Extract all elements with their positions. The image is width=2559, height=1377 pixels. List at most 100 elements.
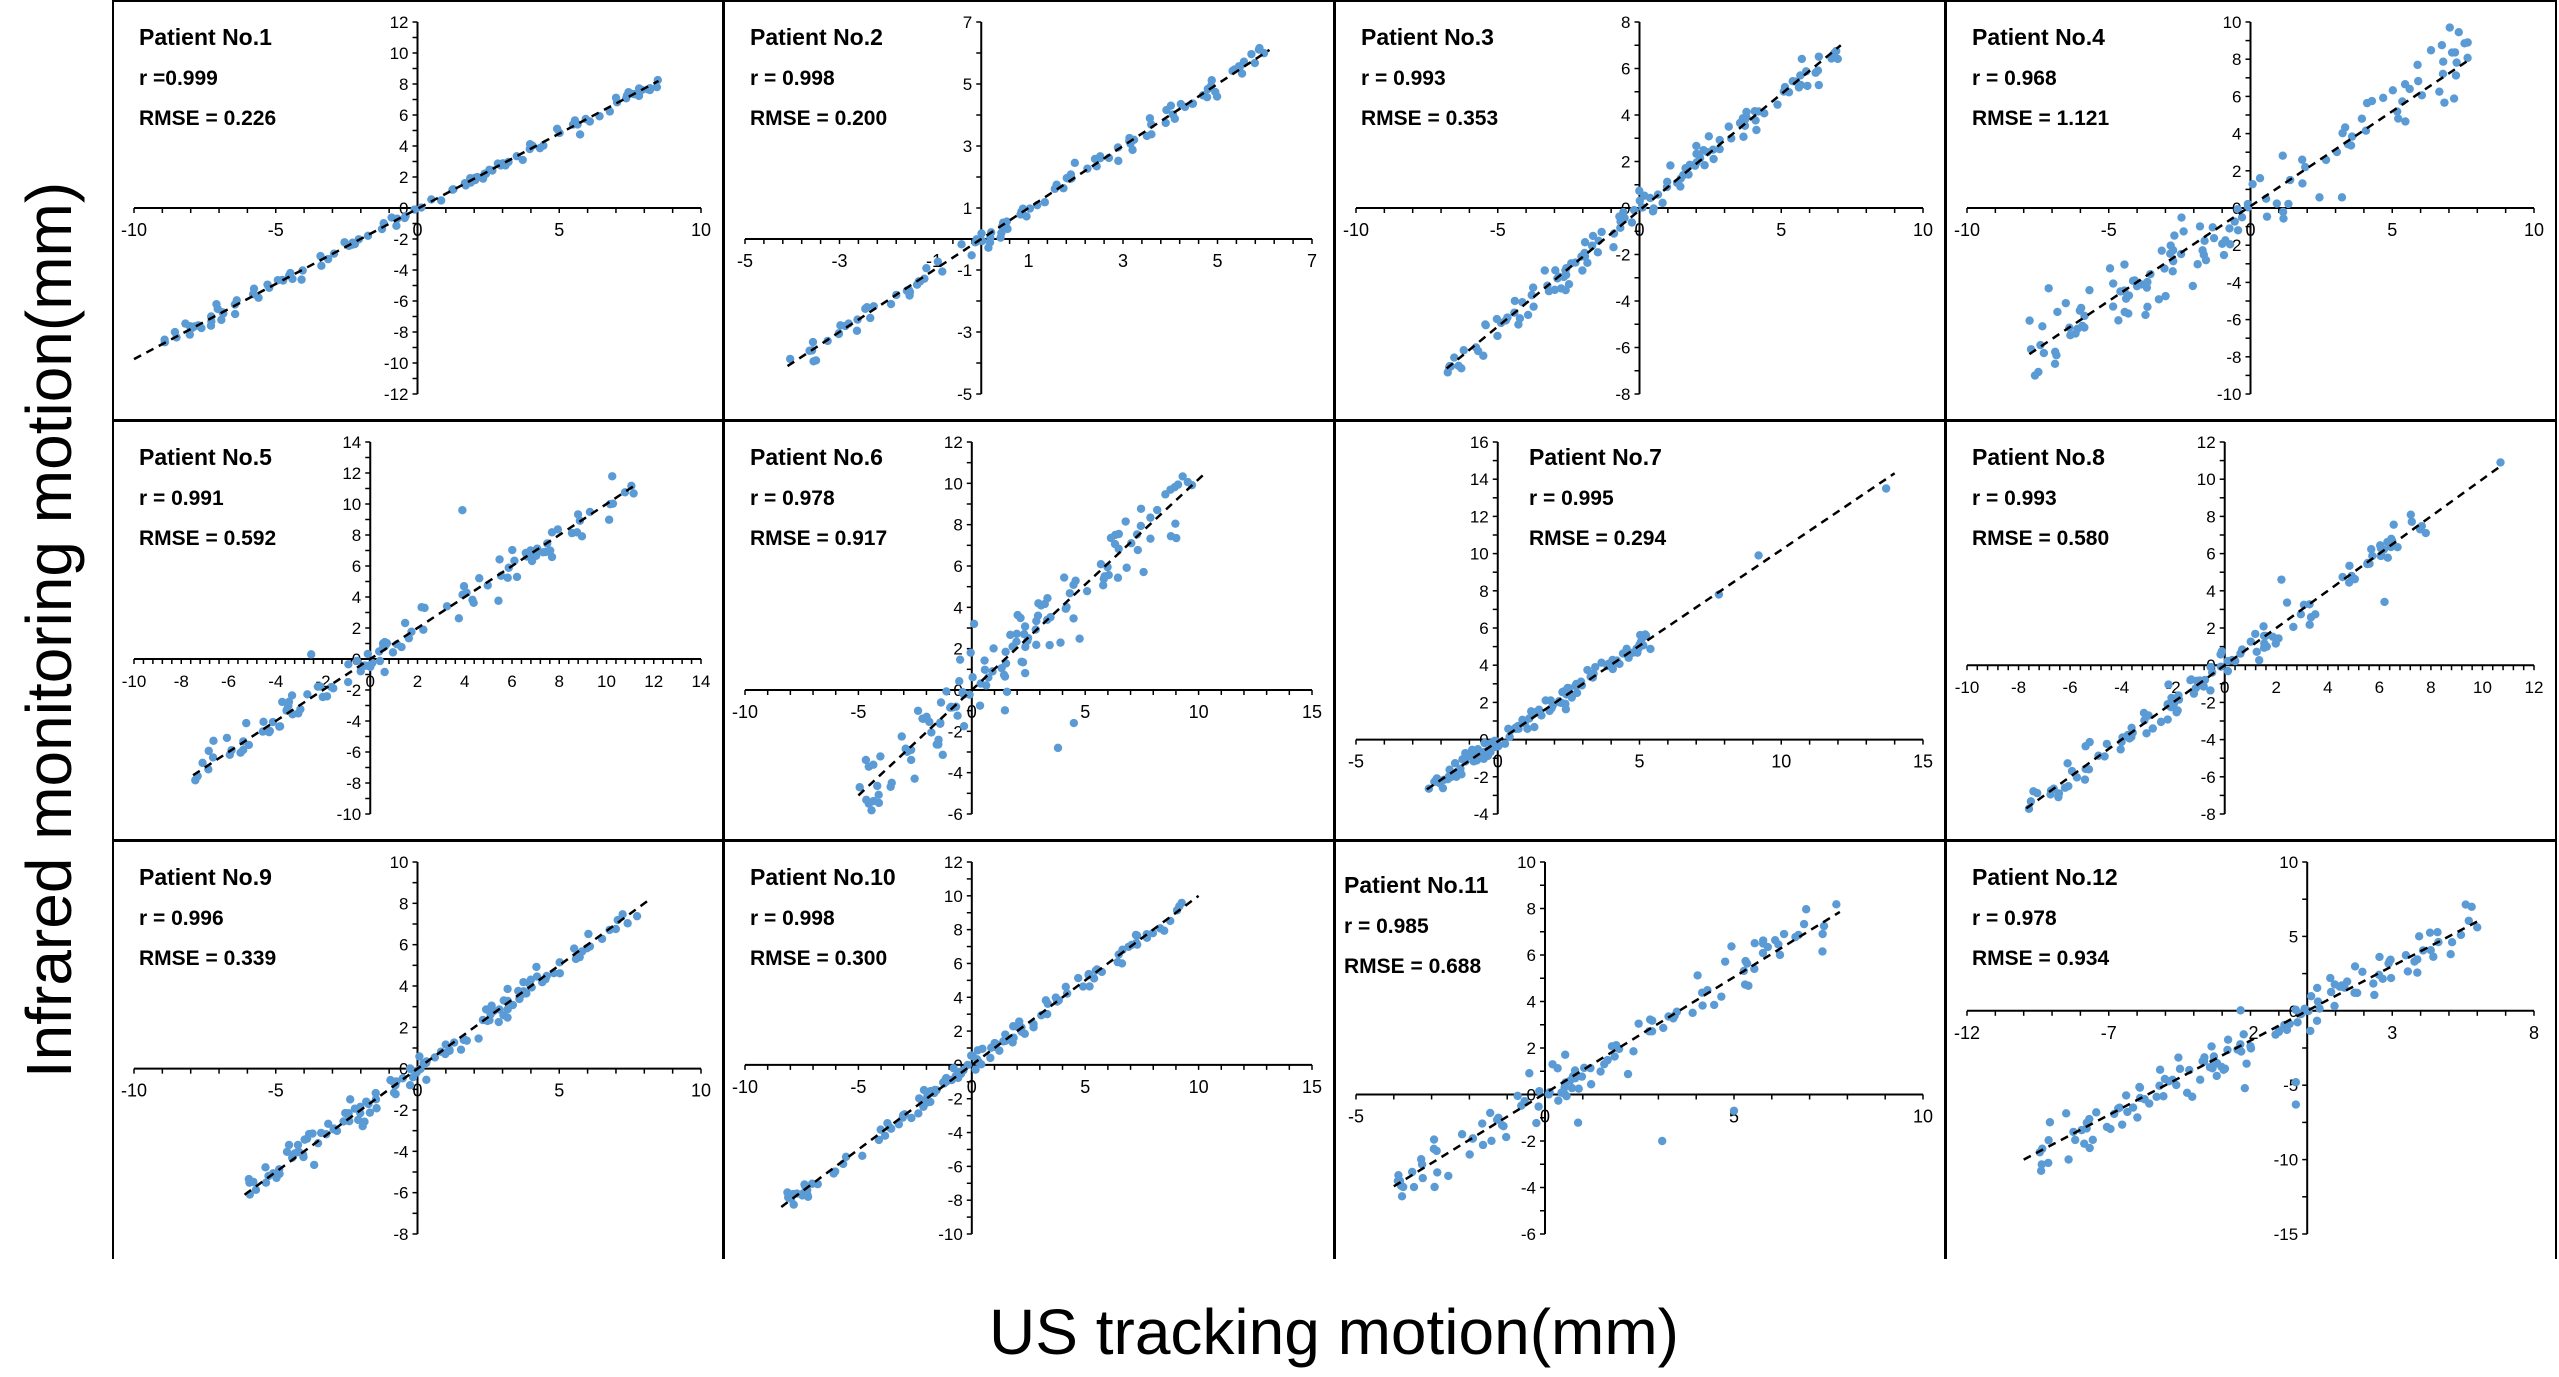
y-tick-label: -8 [393,1225,408,1244]
data-point [2284,199,2293,209]
data-point [2410,957,2419,966]
data-point [938,267,947,276]
panel-title: Patient No.10 [750,864,896,890]
data-point [914,1109,923,1118]
data-point [2219,1065,2228,1074]
data-point [577,947,587,956]
data-point [2223,656,2232,666]
data-point [1178,472,1187,481]
data-point [1416,1155,1426,1164]
x-tick-label: 7 [1307,251,1317,271]
data-point [935,719,945,729]
data-point [2248,179,2257,189]
data-point [2274,1026,2284,1035]
y-tick-label: 10 [944,887,963,906]
data-point [984,243,993,252]
data-point [1571,681,1580,691]
rmse-label: RMSE = 0.226 [139,107,276,130]
data-point [388,648,398,657]
data-point [2039,348,2049,358]
data-point [2193,260,2202,269]
data-point [2405,84,2414,94]
data-point [2223,666,2233,676]
data-point [1136,521,1146,531]
data-point [2347,132,2357,141]
data-point [811,356,821,365]
data-point [1770,935,1780,945]
data-point [573,510,583,519]
data-point [345,1095,355,1104]
data-point [1207,76,1216,85]
data-point [910,774,919,783]
panel-title: Patient No.4 [1972,24,2105,50]
data-point [519,977,528,987]
data-point [525,139,535,149]
x-tick-label: -10 [732,702,758,722]
data-point [886,299,896,309]
y-tick-label: -10 [2217,385,2242,404]
data-point [2029,787,2038,796]
data-point [1159,926,1169,935]
panel-title: Patient No.8 [1972,444,2105,470]
data-point [1247,49,1256,59]
data-point [392,221,401,230]
data-point [2075,306,2085,315]
data-point [1530,722,1539,732]
data-point [2447,938,2457,947]
data-point [1597,658,1606,667]
data-point [2350,962,2360,971]
correlation-label: r = 0.991 [139,487,224,510]
data-point [2259,622,2268,631]
data-point [2386,955,2395,964]
y-tick-label: -4 [346,712,361,731]
data-point [1742,107,1751,117]
fit-line [1426,472,1896,791]
data-point [1000,706,1010,715]
data-point [1065,589,1075,598]
data-point [2357,114,2367,123]
x-tick-label: -10 [121,220,147,240]
data-point [980,665,990,674]
data-point [442,602,452,611]
data-point [623,919,632,928]
y-tick-label: -8 [2201,805,2216,824]
data-point [2044,1158,2053,1168]
data-point [1720,957,1730,966]
y-tick-label: 12 [390,13,409,32]
data-point [2182,1088,2192,1097]
data-point [1478,1119,1487,1128]
data-point [1418,1173,1427,1183]
y-tick-label: 2 [1621,153,1630,172]
x-tick-label: -5 [737,251,753,271]
data-point [1029,1023,1038,1032]
data-point [1117,959,1127,968]
data-point [2143,302,2152,312]
data-point [1550,285,1559,295]
panel-title: Patient No.9 [139,864,272,890]
data-point [2188,281,2198,291]
data-point [339,1117,348,1126]
data-point [1040,599,1049,609]
data-point [867,806,876,815]
data-point [362,1097,371,1106]
data-point [861,755,871,765]
data-point [907,1113,916,1123]
data-point [1620,213,1629,223]
y-tick-label: 4 [2232,125,2241,144]
data-point [874,790,883,800]
data-point [785,354,795,364]
y-tick-label: 6 [399,106,408,125]
y-tick-label: 0 [953,681,962,700]
data-point [1432,1146,1441,1156]
data-point [400,213,409,223]
data-point [2279,214,2288,223]
data-point [1657,1136,1667,1146]
data-point [322,692,332,701]
x-tick-label: -10 [122,672,147,691]
data-point [2128,1103,2138,1112]
x-tick-label: -10 [1955,678,1980,697]
data-point [944,1075,954,1085]
data-point [1583,258,1592,268]
x-tick-label: 0 [967,1077,977,1097]
data-point [2301,162,2310,172]
